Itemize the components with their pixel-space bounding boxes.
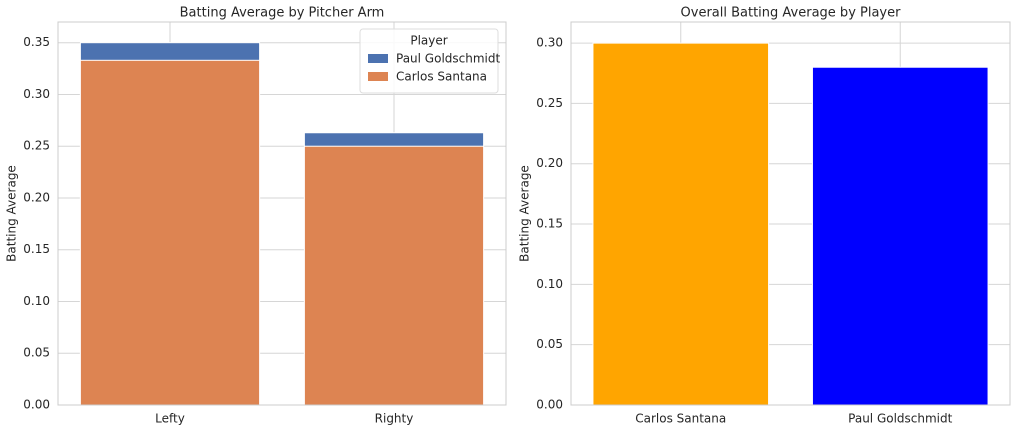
y-tick-label: 0.15 bbox=[536, 217, 563, 231]
bar bbox=[79, 59, 261, 406]
x-tick-label: Lefty bbox=[155, 412, 185, 426]
y-tick-label: 0.10 bbox=[536, 277, 563, 291]
y-axis-label: Batting Average bbox=[5, 165, 19, 262]
chart-title: Overall Batting Average by Player bbox=[681, 6, 902, 21]
y-axis-label: Batting Average bbox=[518, 165, 532, 262]
bar bbox=[811, 66, 989, 406]
bar bbox=[592, 42, 770, 406]
y-tick-label: 0.30 bbox=[536, 36, 563, 50]
x-tick-label: Carlos Santana bbox=[635, 412, 726, 426]
y-tick-label: 0.05 bbox=[536, 337, 563, 351]
y-tick-label: 0.20 bbox=[536, 156, 563, 170]
chart-title: Batting Average by Pitcher Arm bbox=[180, 6, 385, 21]
axes-frame bbox=[570, 21, 1011, 406]
y-tick-label: 0.15 bbox=[23, 242, 50, 256]
y-tick-label: 0.00 bbox=[536, 398, 563, 412]
x-tick-label: Righty bbox=[375, 412, 414, 426]
y-tick-label: 0.10 bbox=[23, 294, 50, 308]
y-tick-label: 0.05 bbox=[23, 346, 50, 360]
legend-swatch bbox=[368, 54, 388, 63]
y-tick-label: 0.25 bbox=[536, 96, 563, 110]
y-tick-label: 0.30 bbox=[23, 87, 50, 101]
bar bbox=[303, 145, 485, 406]
y-tick-label: 0.20 bbox=[23, 190, 50, 204]
legend-title: Player bbox=[410, 34, 447, 48]
y-tick-label: 0.00 bbox=[23, 398, 50, 412]
legend-label: Carlos Santana bbox=[396, 70, 487, 84]
y-tick-label: 0.35 bbox=[23, 35, 50, 49]
legend-label: Paul Goldschmidt bbox=[396, 52, 500, 66]
axes-frame bbox=[57, 21, 507, 406]
chart: 0.00 0.05 0.10 0.15 0.20 0.25 0.30 Carlos Santa… bbox=[518, 6, 1011, 426]
y-tick-label: 0.25 bbox=[23, 139, 50, 153]
x-tick-label: Paul Goldschmidt bbox=[848, 412, 952, 426]
chart: 0.00 0.05 0.10 0.15 0.20 0.25 0.30 0.35 Lefty Rig… bbox=[5, 6, 507, 426]
legend-box bbox=[359, 28, 499, 94]
legend-swatch bbox=[368, 72, 388, 81]
